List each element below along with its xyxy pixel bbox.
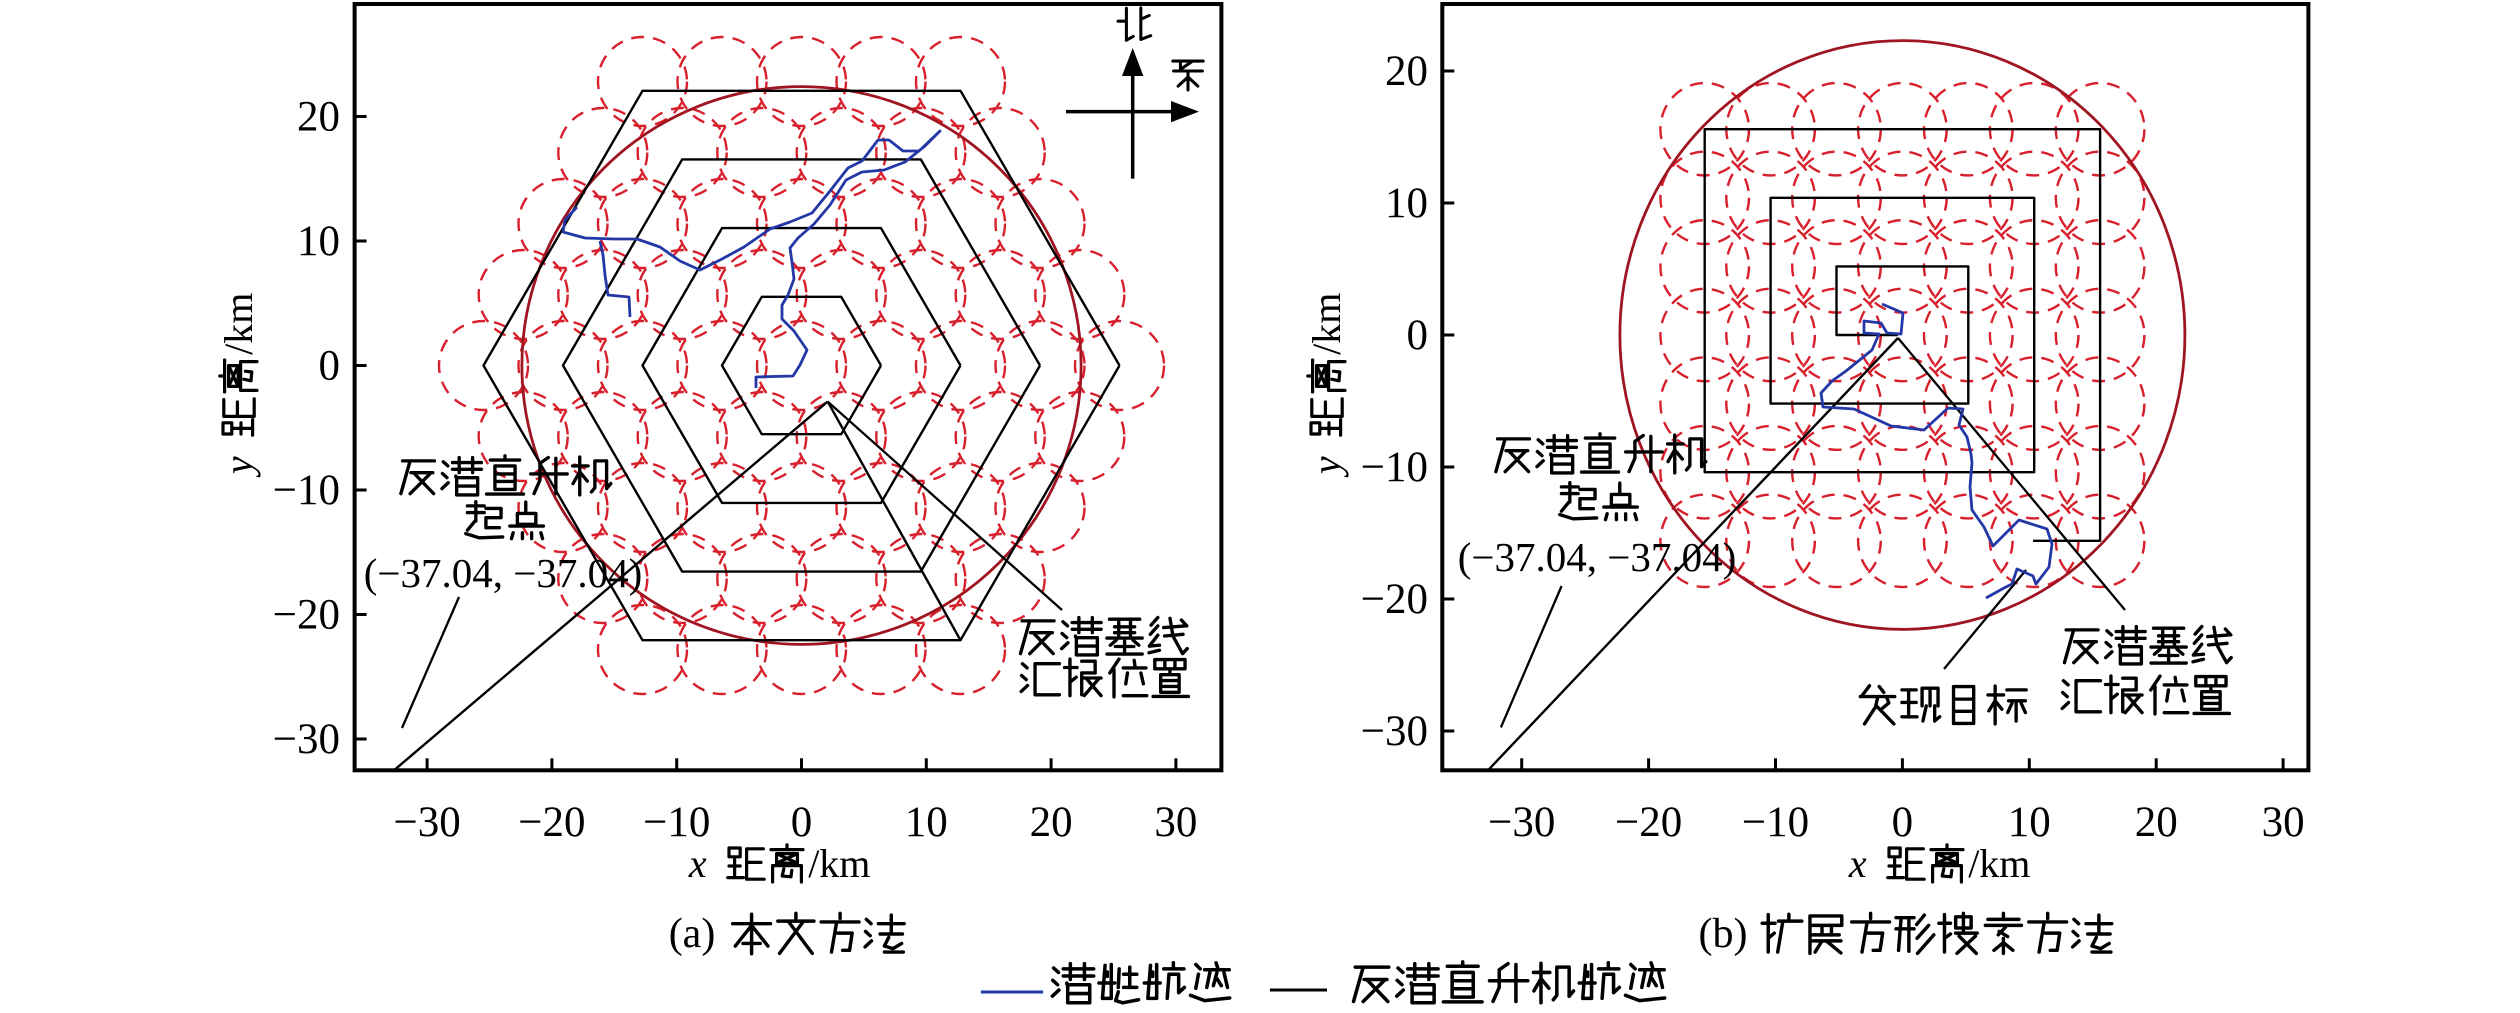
svg-text:20: 20 [2135, 799, 2178, 846]
svg-text:10: 10 [1385, 180, 1428, 227]
svg-text:−20: −20 [1361, 576, 1428, 623]
svg-text:−30: −30 [1488, 799, 1555, 846]
svg-text:0: 0 [791, 799, 813, 846]
svg-text:0: 0 [1892, 799, 1914, 846]
svg-text:−30: −30 [393, 799, 460, 846]
svg-text:(−37.04, −37.04): (−37.04, −37.04) [364, 550, 643, 596]
svg-text:30: 30 [1154, 799, 1197, 846]
svg-text:/km: /km [808, 841, 870, 886]
svg-text:/km: /km [216, 293, 261, 355]
svg-text:20: 20 [1385, 48, 1428, 95]
svg-text:10: 10 [2008, 799, 2051, 846]
svg-text:−30: −30 [273, 716, 340, 763]
svg-text:y: y [1304, 456, 1349, 478]
svg-text:30: 30 [2262, 799, 2305, 846]
svg-text:−20: −20 [518, 799, 585, 846]
svg-text:−20: −20 [1615, 799, 1682, 846]
svg-text:10: 10 [905, 799, 948, 846]
svg-text:20: 20 [1030, 799, 1073, 846]
svg-text:−10: −10 [643, 799, 710, 846]
svg-text:−30: −30 [1361, 708, 1428, 755]
svg-text:(−37.04, −37.04): (−37.04, −37.04) [1458, 534, 1737, 580]
svg-text:(b): (b) [1699, 911, 1748, 957]
svg-text:x: x [688, 841, 707, 886]
svg-text:(a): (a) [669, 911, 716, 957]
svg-text:−10: −10 [1742, 799, 1809, 846]
svg-text:x: x [1848, 841, 1867, 886]
svg-text:−20: −20 [273, 592, 340, 639]
svg-text:−10: −10 [273, 467, 340, 514]
svg-text:/km: /km [1304, 293, 1349, 355]
svg-text:−10: −10 [1361, 444, 1428, 491]
svg-text:/km: /km [1968, 841, 2030, 886]
svg-text:y: y [216, 456, 261, 478]
svg-text:10: 10 [297, 218, 340, 265]
svg-text:0: 0 [319, 343, 341, 390]
svg-text:20: 20 [297, 94, 340, 141]
svg-text:0: 0 [1407, 312, 1429, 359]
